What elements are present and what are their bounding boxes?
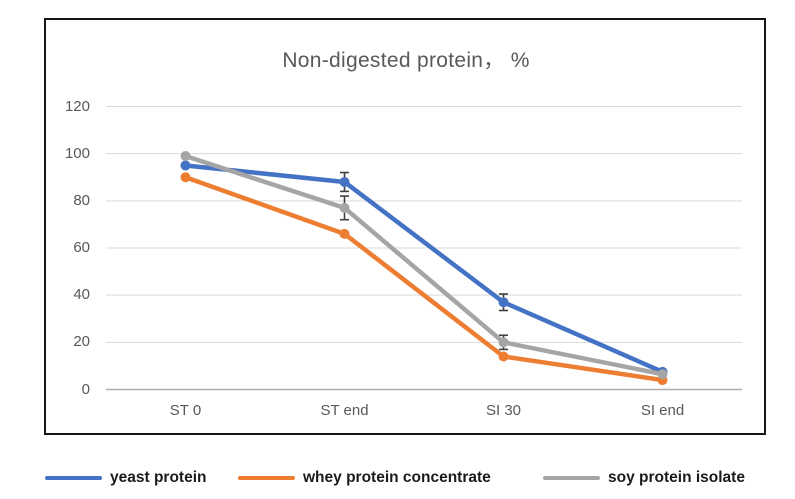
legend-label: yeast protein [110,469,207,486]
x-category-label: SI 30 [485,402,522,419]
legend-label: soy protein isolate [608,469,745,486]
series-line-yeast-protein [183,163,665,375]
y-tick-label: 80 [73,191,90,209]
data-point-soy-protein-isolate-si-end[interactable] [657,369,668,380]
legend-label: whey protein concentrate [303,469,491,486]
data-point-soy-protein-isolate-st-0[interactable] [180,151,191,162]
data-point-whey-protein-concentrate-si-30[interactable] [498,351,509,362]
data-point-whey-protein-concentrate-st-end[interactable] [339,228,350,239]
x-category-label: ST 0 [169,402,202,419]
legend-line-swatch [238,476,295,480]
data-point-soy-protein-isolate-si-30[interactable] [498,337,509,348]
legend-item-yeast-protein[interactable]: yeast protein [45,464,206,492]
y-tick-label: 120 [64,97,90,115]
y-tick-label: 100 [64,144,90,162]
legend-line-swatch [543,476,600,480]
data-point-yeast-protein-si-30[interactable] [498,297,509,308]
series-line-whey-protein-concentrate [183,175,665,383]
data-point-yeast-protein-st-0[interactable] [180,160,191,171]
series-line-soy-protein-isolate [183,153,665,377]
y-tick-label: 0 [81,380,90,398]
legend-item-soy-protein-isolate[interactable]: soy protein isolate [543,464,745,492]
chart-title: Non-digested protein， % [282,49,530,72]
legend-item-whey-protein-concentrate[interactable]: whey protein concentrate [238,464,491,492]
y-tick-label: 60 [73,239,90,256]
x-category-label: SI end [640,402,685,419]
y-tick-label: 40 [73,286,90,304]
data-point-yeast-protein-st-end[interactable] [339,176,350,187]
legend-line-swatch [45,476,102,480]
legend: yeast protein whey protein concentrate soy… [0,464,795,492]
y-tick-label: 20 [73,333,90,351]
data-point-whey-protein-concentrate-st-0[interactable] [180,172,191,183]
x-category-label: ST end [320,402,369,419]
data-point-soy-protein-isolate-st-end[interactable] [339,202,350,213]
